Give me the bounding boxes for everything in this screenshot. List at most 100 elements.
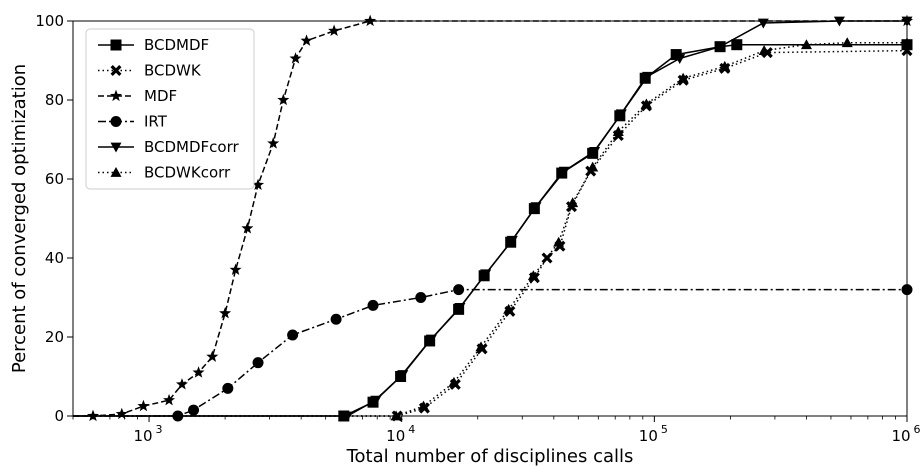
data-point-bcdwkcorr [553, 236, 565, 247]
data-point-mdf [229, 263, 242, 275]
y-axis: 0 20 40 60 80 100 [35, 12, 73, 425]
y-tick-label: 80 [45, 91, 64, 109]
data-point-mdf [267, 137, 280, 149]
data-point-bcdmdfcorr [674, 54, 686, 65]
x-tick-label: 10 [891, 427, 910, 445]
series-line-bcdwkcorr [73, 41, 907, 417]
x-tick-exponent: 5 [661, 423, 668, 436]
legend-label: BCDMDF [144, 36, 209, 54]
data-point-bcdmdfcorr [397, 370, 409, 381]
data-point-bcdmdfcorr [370, 395, 382, 406]
data-point-mdf [175, 378, 188, 390]
data-point-bcdmdf [556, 167, 568, 179]
data-point-mdf [328, 24, 341, 36]
data-point-bcdwkcorr [841, 37, 853, 48]
x-axis-label: Total number of disciplines calls [346, 446, 634, 466]
data-point-mdf [277, 93, 290, 106]
data-point-bcdwkcorr [677, 72, 689, 83]
legend-box [85, 28, 255, 190]
data-point-bcdwkcorr [567, 197, 579, 208]
legend-label: BCDWK [144, 62, 202, 80]
data-point-bcdmdfcorr [589, 146, 601, 157]
data-point-bcdmdfcorr [506, 235, 518, 246]
data-point-bcdwkcorr [587, 161, 599, 172]
data-point-bcdwkcorr [527, 270, 539, 281]
y-tick-label: 100 [35, 12, 64, 30]
legend-item-bcdwk: BCDWK [98, 62, 202, 80]
data-point-bcdmdfcorr [530, 202, 542, 213]
series-line-bcdwk [73, 49, 908, 417]
x-tick-label: 10 [386, 427, 405, 445]
legend-marker [110, 142, 122, 153]
x-tick-exponent: 6 [914, 423, 921, 436]
x-tick-exponent: 3 [156, 423, 163, 436]
data-point-mdf [206, 350, 219, 362]
data-point-mdf [192, 366, 205, 378]
series-bcdwkcorr [73, 37, 913, 421]
y-axis-label: Percent of converged optimization [9, 64, 30, 373]
data-point-mdf [241, 222, 254, 234]
data-point-bcdwkcorr [758, 45, 770, 56]
legend-marker [109, 89, 123, 102]
legend-item-irt: IRT [98, 113, 168, 131]
y-tick-label: 0 [54, 407, 64, 425]
legend-label: BCDWKcorr [144, 164, 231, 182]
data-point-irt [287, 329, 299, 341]
data-point-irt [367, 299, 379, 311]
data-point-irt [222, 382, 234, 394]
y-tick-label: 60 [45, 170, 64, 188]
series-line-irt [73, 288, 907, 417]
data-point-irt [188, 404, 200, 416]
legend-label: IRT [144, 113, 168, 131]
y-tick-label: 40 [45, 249, 64, 267]
data-point-irt [252, 357, 264, 369]
data-point-bcdwkcorr [612, 126, 624, 136]
data-point-bcdmdfcorr [833, 16, 845, 27]
series-line-bcdmdfcorr [73, 20, 907, 417]
data-point-mdf [300, 34, 313, 46]
series-irt [73, 284, 913, 422]
data-point-bcdmdfcorr [480, 269, 492, 280]
legend: BCDMDF BCDWK MDF IRT BCDMDFcorr BCDWKcorr [85, 28, 255, 190]
data-point-bcdwkcorr [475, 341, 487, 352]
data-point-irt [415, 292, 427, 303]
data-point-bcdwkcorr [640, 98, 652, 109]
legend-label: MDF [144, 87, 177, 105]
data-point-bcdwkcorr [503, 303, 515, 314]
data-point-mdf [289, 52, 302, 64]
legend-marker [110, 39, 122, 51]
data-point-mdf [163, 393, 176, 406]
data-point-bcdmdfcorr [558, 166, 570, 177]
x-tick-label: 10 [134, 427, 153, 445]
x-tick-exponent: 4 [408, 423, 415, 436]
x-tick-label: 10 [639, 427, 658, 445]
data-point-irt [453, 284, 465, 296]
series-layer [73, 14, 914, 422]
data-point-bcdwkcorr [800, 39, 812, 50]
legend-item-bcdmdf: BCDMDF [98, 36, 209, 54]
data-point-irt [330, 313, 342, 325]
data-point-bcdmdfcorr [642, 71, 654, 82]
data-point-mdf [252, 178, 265, 191]
data-point-bcdmdfcorr [341, 411, 353, 422]
data-point-bcdmdf [639, 72, 651, 84]
legend-item-bcdwkcorr: BCDWKcorr [98, 164, 231, 182]
legend-label: BCDMDFcorr [144, 138, 239, 156]
legend-item-bcdmdfcorr: BCDMDFcorr [98, 138, 239, 156]
data-point-bcdmdf [731, 39, 743, 51]
data-point-mdf [137, 399, 150, 412]
plot-frame [72, 20, 908, 417]
data-point-bcdwkcorr [448, 376, 460, 387]
data-point-bcdmdfcorr [454, 302, 466, 313]
legend-marker [110, 65, 122, 76]
legend-item-mdf: MDF [98, 87, 177, 105]
data-point-mdf [219, 306, 232, 319]
legend-marker [110, 116, 122, 127]
data-point-bcdwkcorr [390, 410, 402, 421]
data-point-bcdwk [541, 252, 553, 264]
x-axis: 10 3 10 4 10 5 10 6 [72, 416, 921, 445]
data-point-bcdmdfcorr [615, 109, 627, 120]
data-point-mdf [364, 14, 377, 27]
data-point-bcdmdfcorr [714, 42, 726, 53]
